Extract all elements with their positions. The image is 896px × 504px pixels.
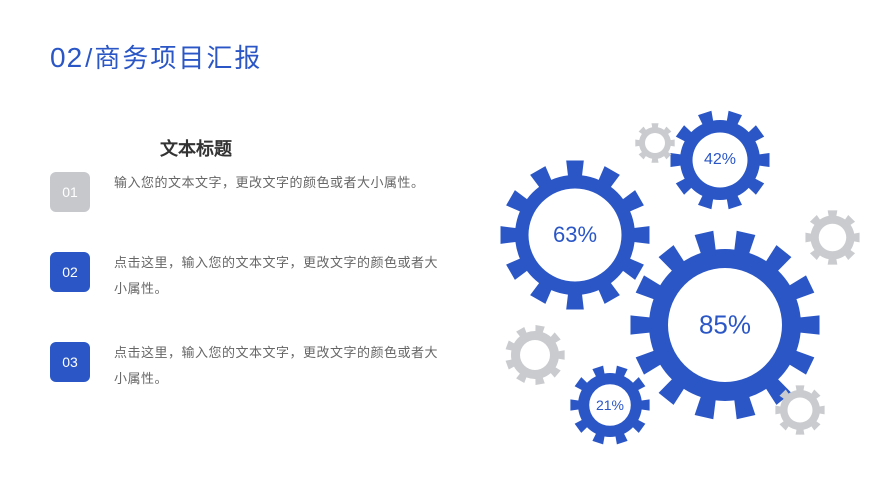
section-subtitle: 文本标题 <box>160 135 232 161</box>
gear-g-bg3 <box>505 325 565 385</box>
gear-g-42: 42% <box>670 110 770 210</box>
gear-label: 85% <box>699 310 751 341</box>
gear-label: 42% <box>704 151 736 169</box>
item-text: 点击这里，输入您的文本文字，更改文字的颜色或者大小属性。 <box>114 250 450 302</box>
header-title: 商务项目汇报 <box>94 38 262 75</box>
item-badge: 01 <box>50 172 90 212</box>
list-item: 02 点击这里，输入您的文本文字，更改文字的颜色或者大小属性。 <box>50 250 450 302</box>
gear-g-63: 63% <box>500 160 650 310</box>
list-item: 03 点击这里，输入您的文本文字，更改文字的颜色或者大小属性。 <box>50 340 450 392</box>
item-list: 01 输入您的文本文字，更改文字的颜色或者大小属性。 02 点击这里，输入您的文本文字… <box>50 170 450 430</box>
gear-g-bg1 <box>635 123 675 163</box>
gear-g-21: 21% <box>570 365 650 445</box>
header-slash: / <box>85 43 92 74</box>
header-number: 02 <box>50 42 83 74</box>
gear-g-bg4 <box>775 385 825 435</box>
item-badge: 02 <box>50 252 90 292</box>
item-badge: 03 <box>50 342 90 382</box>
gear-g-bg2 <box>805 210 860 265</box>
gear-label: 21% <box>596 397 624 413</box>
gear-label: 63% <box>553 222 597 248</box>
slide-header: 02 / 商务项目汇报 <box>50 38 262 75</box>
gear-diagram: 63% 85% 42% 21% <box>480 110 880 480</box>
item-text: 输入您的文本文字，更改文字的颜色或者大小属性。 <box>114 170 425 196</box>
list-item: 01 输入您的文本文字，更改文字的颜色或者大小属性。 <box>50 170 450 212</box>
item-text: 点击这里，输入您的文本文字，更改文字的颜色或者大小属性。 <box>114 340 450 392</box>
